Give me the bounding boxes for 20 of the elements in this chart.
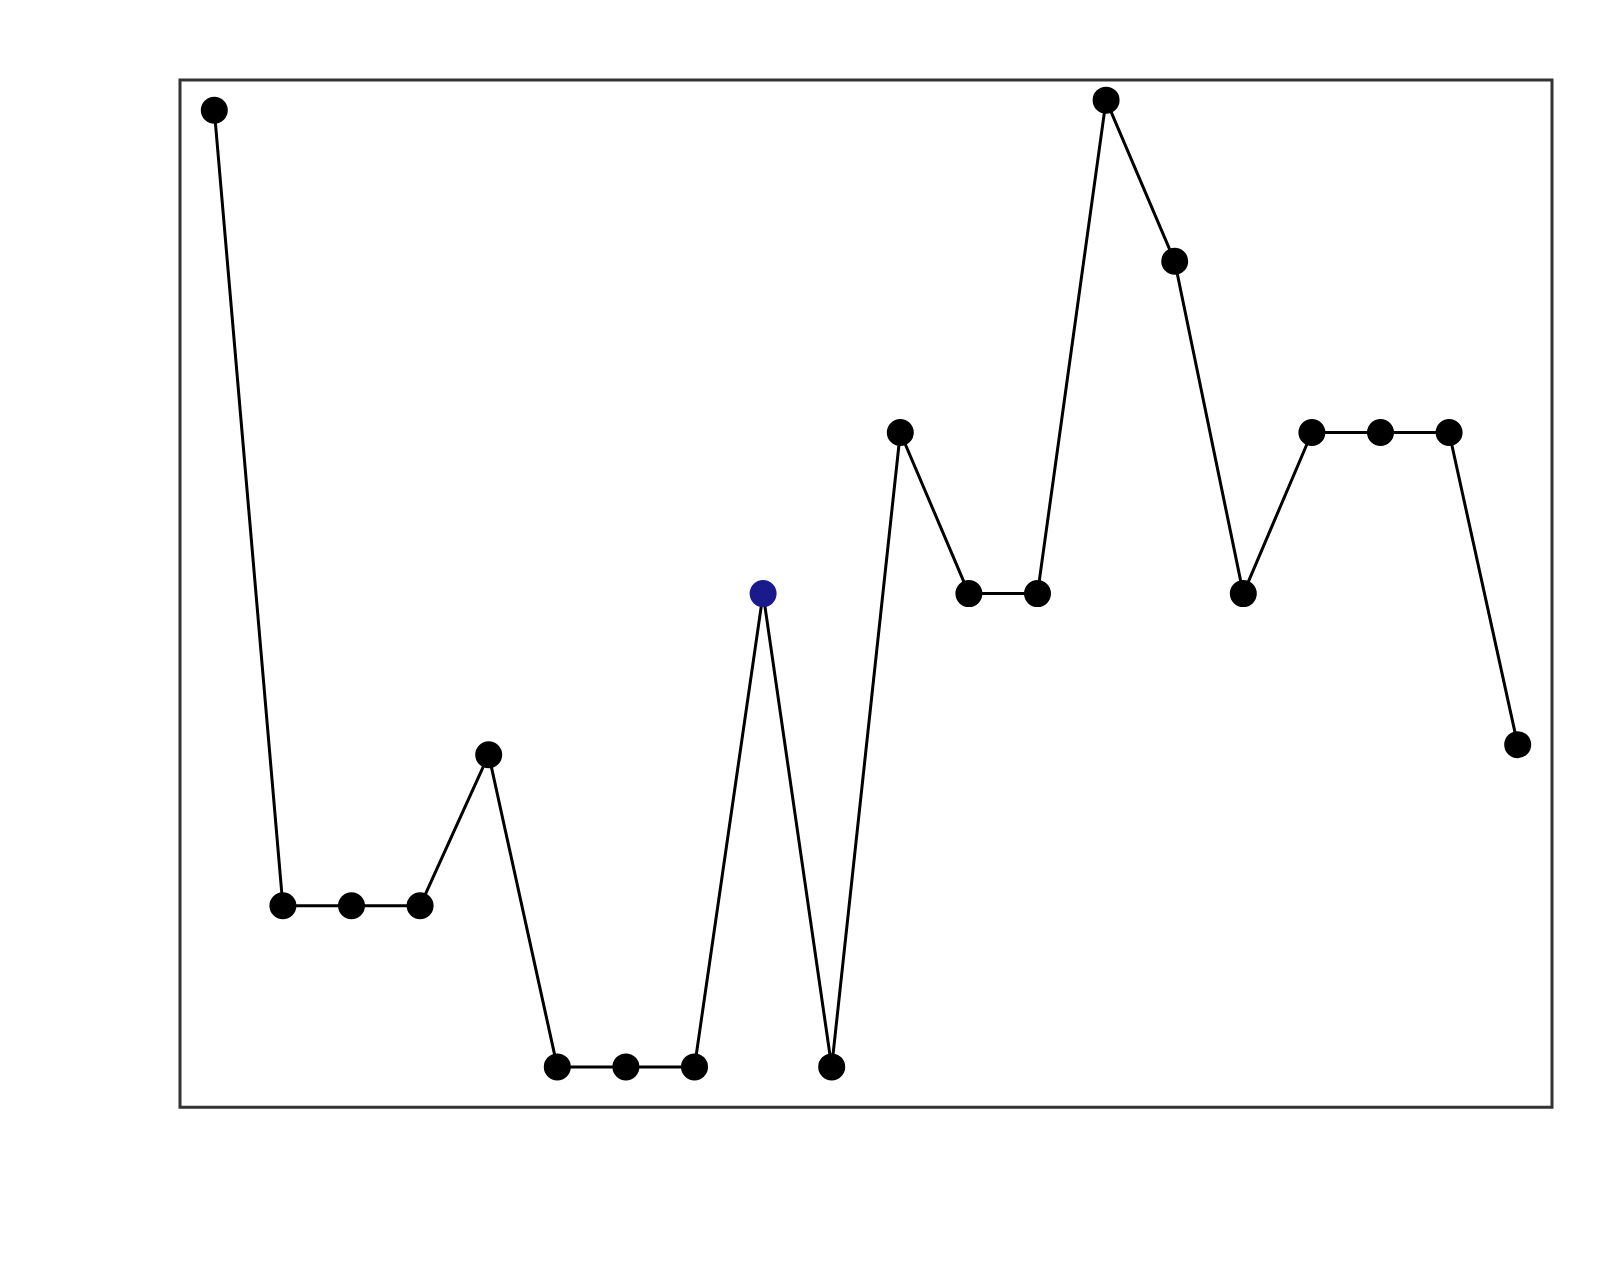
point <box>681 1053 708 1081</box>
point <box>1367 418 1394 446</box>
point <box>818 1053 846 1081</box>
point <box>338 892 365 920</box>
point <box>1435 418 1463 446</box>
point <box>543 1053 571 1081</box>
point <box>1298 418 1326 446</box>
point <box>1024 580 1051 608</box>
point <box>1161 247 1189 275</box>
point <box>1504 731 1532 759</box>
point <box>749 580 777 608</box>
point <box>955 580 983 608</box>
point <box>269 892 297 920</box>
point <box>612 1053 640 1081</box>
point <box>1092 86 1120 114</box>
point <box>886 418 914 446</box>
point <box>200 96 228 124</box>
point <box>406 892 434 920</box>
point <box>1229 580 1257 608</box>
point <box>475 741 503 769</box>
